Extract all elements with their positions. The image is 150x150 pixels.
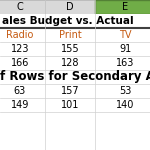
Text: 128: 128 xyxy=(61,58,79,68)
Text: E: E xyxy=(122,2,128,12)
Text: 53: 53 xyxy=(119,86,131,96)
Text: ales Budget vs. Actual: ales Budget vs. Actual xyxy=(2,15,134,26)
Text: 149: 149 xyxy=(11,100,29,110)
Text: 101: 101 xyxy=(61,100,79,110)
Text: f Rows for Secondary A: f Rows for Secondary A xyxy=(0,70,150,83)
Text: 157: 157 xyxy=(61,86,79,96)
Text: 91: 91 xyxy=(119,44,131,54)
Text: 140: 140 xyxy=(116,100,134,110)
Text: Radio: Radio xyxy=(6,30,34,40)
Text: 63: 63 xyxy=(14,86,26,96)
Bar xyxy=(95,0,150,14)
Text: 155: 155 xyxy=(61,44,79,54)
Text: Print: Print xyxy=(59,30,81,40)
Text: TV: TV xyxy=(119,30,131,40)
Text: D: D xyxy=(66,2,74,12)
Bar xyxy=(0,14,150,28)
Text: 163: 163 xyxy=(116,58,134,68)
Text: 123: 123 xyxy=(11,44,29,54)
Bar xyxy=(45,0,95,14)
Text: C: C xyxy=(17,2,23,12)
Bar xyxy=(0,70,150,84)
Text: 166: 166 xyxy=(11,58,29,68)
Bar xyxy=(0,0,45,14)
